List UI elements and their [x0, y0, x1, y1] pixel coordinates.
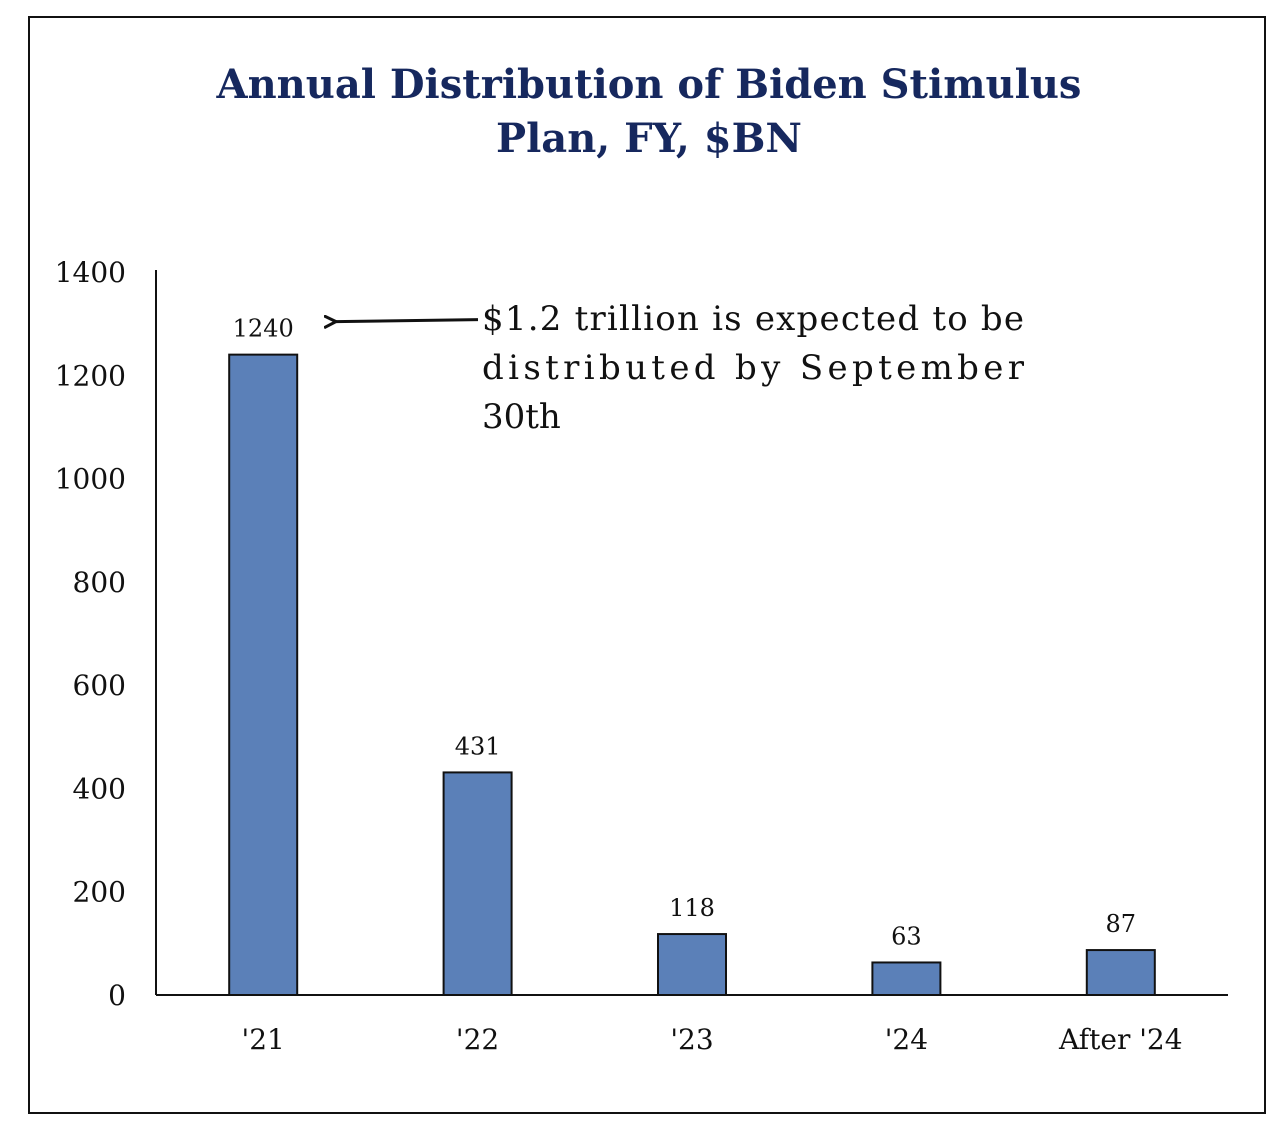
bar-value-label: 87 [1106, 910, 1137, 938]
bar [442, 771, 513, 997]
y-tick-label: 1000 [55, 463, 126, 496]
x-tick-label: '22 [456, 1023, 499, 1056]
axes: 0 200 400 600 800 1000 1200 1400 '21 '22 '23 '24 Aft… [55, 256, 1228, 1056]
bars [228, 353, 1156, 997]
y-tick-label: 1400 [55, 256, 126, 289]
chart-title-line-2: Plan, FY, $BN [496, 115, 802, 162]
x-tick-label: After '24 [1058, 1023, 1183, 1056]
y-tick-label: 0 [108, 979, 126, 1012]
bar-value-label: 118 [669, 894, 715, 922]
bar [1085, 949, 1156, 997]
annotation: $1.2 trillion is expected to be distribut… [336, 299, 1025, 437]
chart-title: Annual Distribution of Biden Stimulus Pl… [30, 58, 1268, 166]
chart-title-line-1: Annual Distribution of Biden Stimulus [216, 61, 1082, 108]
x-tick-label: '23 [670, 1023, 713, 1056]
y-tick-label: 1200 [55, 359, 126, 392]
x-tick-label: '24 [885, 1023, 928, 1056]
y-tick-label: 200 [73, 876, 126, 909]
y-tick-label: 600 [73, 669, 126, 702]
bar-value-label: 1240 [233, 315, 294, 343]
annotation-text-line: distributed by September [482, 348, 1025, 388]
data-labels: 1240 431 118 63 87 [233, 315, 1136, 951]
annotation-arrow [336, 320, 479, 322]
y-tick-label: 400 [73, 772, 126, 805]
bar [871, 961, 942, 997]
bar-value-label: 431 [455, 732, 501, 760]
annotation-text-line: $1.2 trillion is expected to be [482, 299, 1024, 339]
y-tick-label: 800 [73, 566, 126, 599]
bar [228, 353, 299, 996]
bar [657, 933, 727, 996]
x-tick-label: '21 [242, 1023, 285, 1056]
annotation-text-line: 30th [482, 397, 561, 437]
bar-value-label: 63 [891, 922, 922, 950]
